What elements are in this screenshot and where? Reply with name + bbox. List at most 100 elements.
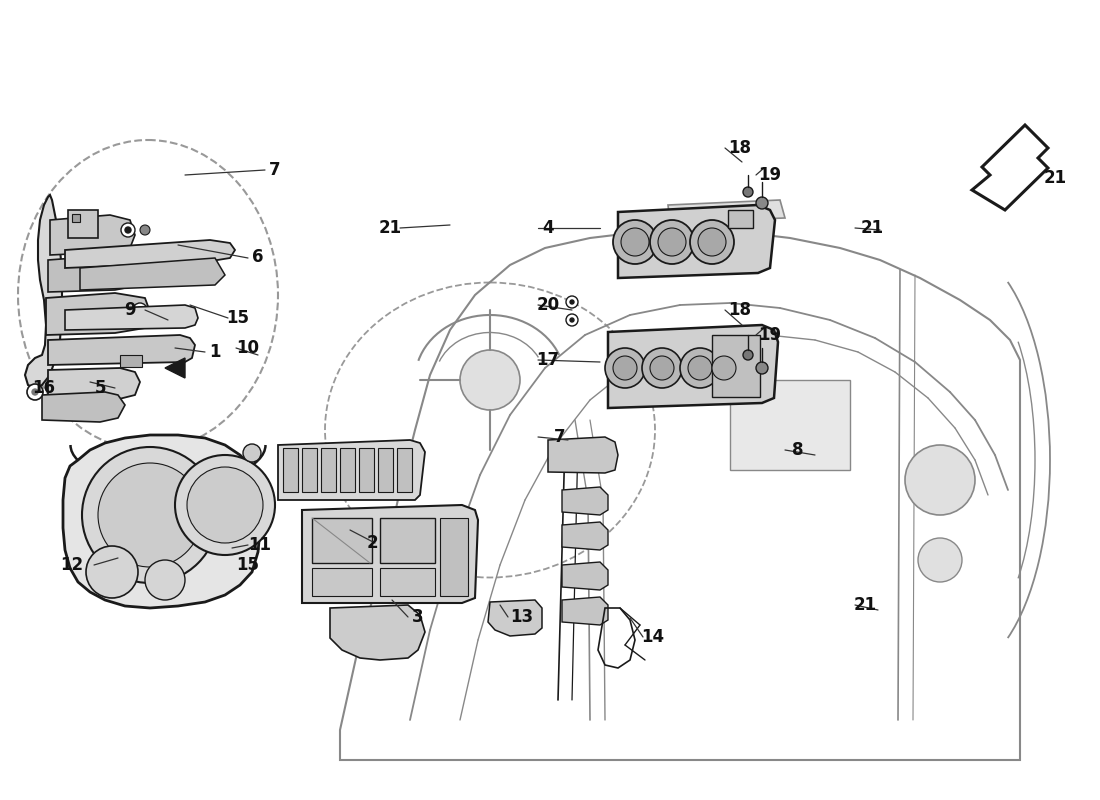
Circle shape: [140, 265, 150, 275]
Circle shape: [98, 463, 202, 567]
Polygon shape: [562, 597, 608, 625]
Circle shape: [680, 348, 720, 388]
Bar: [359, 448, 374, 492]
Text: 15: 15: [236, 556, 260, 574]
Polygon shape: [25, 195, 62, 388]
Bar: [730, 380, 850, 470]
Text: 9: 9: [124, 301, 135, 319]
Polygon shape: [562, 522, 608, 550]
Circle shape: [613, 356, 637, 380]
Polygon shape: [488, 600, 542, 636]
Polygon shape: [562, 562, 608, 590]
Text: 12: 12: [60, 556, 84, 574]
Bar: [321, 448, 336, 492]
Circle shape: [712, 356, 736, 380]
Circle shape: [570, 300, 574, 304]
Bar: [302, 448, 317, 492]
Circle shape: [28, 384, 43, 400]
Text: 20: 20: [537, 296, 560, 314]
Polygon shape: [46, 293, 150, 335]
Bar: [120, 355, 142, 367]
Polygon shape: [48, 368, 140, 400]
Text: 21: 21: [378, 219, 402, 237]
Polygon shape: [972, 125, 1048, 210]
Text: 1: 1: [209, 343, 221, 361]
Circle shape: [756, 362, 768, 374]
Polygon shape: [618, 205, 776, 278]
Circle shape: [145, 560, 185, 600]
Circle shape: [32, 389, 39, 395]
Circle shape: [138, 307, 143, 313]
Text: 13: 13: [510, 608, 534, 626]
Polygon shape: [668, 200, 785, 222]
Text: 17: 17: [537, 351, 560, 369]
Text: 11: 11: [249, 536, 272, 554]
Circle shape: [187, 467, 263, 543]
Text: 2: 2: [366, 534, 377, 552]
Bar: [712, 335, 760, 397]
Circle shape: [688, 356, 712, 380]
Bar: [379, 568, 434, 596]
Circle shape: [121, 263, 135, 277]
Circle shape: [243, 444, 261, 462]
Polygon shape: [608, 325, 778, 408]
Polygon shape: [330, 605, 425, 660]
Polygon shape: [63, 435, 260, 608]
Circle shape: [642, 348, 682, 388]
Text: 4: 4: [542, 219, 553, 237]
Text: 7: 7: [554, 428, 565, 446]
Bar: [72, 214, 80, 222]
Circle shape: [918, 538, 962, 582]
Circle shape: [82, 447, 218, 583]
Circle shape: [153, 307, 163, 317]
Text: 5: 5: [95, 379, 106, 397]
Circle shape: [658, 228, 686, 256]
Circle shape: [125, 227, 131, 233]
Bar: [312, 568, 372, 596]
Text: 19: 19: [758, 166, 782, 184]
Circle shape: [566, 296, 578, 308]
Text: 15: 15: [227, 309, 250, 327]
Circle shape: [175, 455, 275, 555]
Polygon shape: [65, 240, 235, 268]
Circle shape: [698, 228, 726, 256]
Circle shape: [650, 356, 674, 380]
Circle shape: [621, 228, 649, 256]
Polygon shape: [65, 305, 198, 330]
Text: 6: 6: [252, 248, 264, 266]
Bar: [283, 448, 298, 492]
Polygon shape: [302, 505, 478, 603]
Text: 18: 18: [728, 301, 751, 319]
Bar: [378, 448, 393, 492]
Circle shape: [905, 445, 975, 515]
Circle shape: [570, 318, 574, 322]
Polygon shape: [278, 440, 425, 500]
Text: 21: 21: [1044, 169, 1067, 187]
Text: 19: 19: [758, 326, 782, 344]
Text: 14: 14: [641, 628, 664, 646]
Text: 18: 18: [728, 139, 751, 157]
Text: 10: 10: [236, 339, 260, 357]
Circle shape: [650, 220, 694, 264]
Polygon shape: [165, 358, 185, 378]
Circle shape: [133, 303, 147, 317]
Text: 8: 8: [792, 441, 804, 459]
Polygon shape: [50, 215, 135, 255]
Polygon shape: [80, 258, 226, 290]
Circle shape: [125, 267, 131, 273]
Bar: [340, 448, 355, 492]
Circle shape: [460, 350, 520, 410]
Text: 21: 21: [860, 219, 883, 237]
Bar: [397, 448, 412, 492]
Circle shape: [613, 220, 657, 264]
Circle shape: [86, 546, 138, 598]
Bar: [440, 518, 467, 596]
Circle shape: [605, 348, 645, 388]
Polygon shape: [548, 437, 618, 473]
Text: 3: 3: [412, 608, 424, 626]
Text: 7: 7: [270, 161, 280, 179]
Polygon shape: [42, 392, 125, 422]
Text: 21: 21: [854, 596, 877, 614]
Polygon shape: [48, 335, 195, 365]
Circle shape: [690, 220, 734, 264]
